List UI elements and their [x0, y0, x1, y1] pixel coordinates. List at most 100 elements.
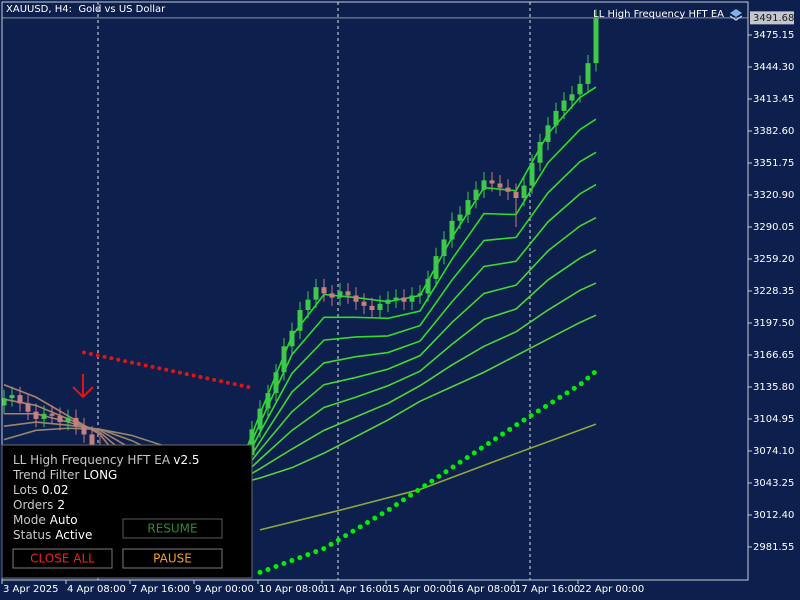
y-tick-label: 3166.65	[753, 350, 794, 361]
plot-area	[2, 2, 748, 580]
candle-body	[257, 408, 263, 430]
button-label[interactable]: PAUSE	[153, 552, 192, 566]
candle-body	[561, 100, 567, 111]
candle-body	[329, 293, 335, 298]
candle-body	[433, 256, 439, 279]
ma-line	[227, 216, 597, 491]
candle-body	[529, 162, 535, 186]
button-label[interactable]: RESUME	[147, 522, 197, 536]
candle-body	[489, 180, 495, 184]
candle-body	[537, 141, 543, 163]
signal-dots	[257, 368, 599, 575]
candle-body	[25, 403, 31, 412]
y-tick-label: 3197.50	[753, 318, 794, 329]
candle-body	[593, 17, 599, 64]
ma-line	[227, 151, 597, 494]
x-tick-label: 4 Apr 08:00	[67, 584, 126, 595]
expert-name: LL High Frequency HFT EA	[593, 9, 724, 20]
candle-body	[2, 398, 7, 406]
x-tick-label: 3 Apr 2025	[3, 584, 58, 595]
row-value: LONG	[83, 468, 117, 482]
candle-body	[441, 239, 447, 257]
candle-body	[9, 395, 15, 399]
plot-border	[1, 1, 749, 581]
candle-body	[369, 305, 375, 311]
row-value: 2	[57, 498, 65, 512]
candle-body	[73, 417, 79, 427]
candle-body	[297, 310, 303, 331]
x-tick-label: 16 Apr 08:00	[451, 584, 516, 595]
candle-body	[401, 297, 407, 302]
candle-body	[345, 291, 351, 296]
ma-line	[227, 249, 597, 491]
candle-body	[473, 189, 479, 201]
candle-body	[513, 191, 519, 199]
trend-dots	[82, 350, 254, 390]
row-value: Active	[55, 528, 92, 542]
button-frame[interactable]	[12, 548, 113, 569]
y-tick-label: 2981.55	[753, 542, 794, 553]
candle-body	[577, 83, 583, 95]
candle-body	[361, 301, 367, 306]
candle-body	[385, 299, 391, 304]
y-tick-label: 3012.40	[753, 510, 794, 521]
candle-body	[17, 395, 23, 404]
panel-version: v2.5	[173, 453, 199, 467]
sell-arrow	[72, 374, 94, 399]
last-price-tag	[750, 11, 794, 25]
candle-body	[65, 417, 71, 423]
candle-body	[553, 110, 559, 126]
candle-body	[569, 94, 575, 101]
button-frame[interactable]	[122, 518, 223, 539]
candle-body	[377, 303, 383, 311]
panel-row: Trend Filter LONG	[12, 468, 117, 482]
candle-body	[33, 411, 39, 419]
y-tick-label: 3104.95	[753, 414, 794, 425]
x-tick-label: 9 Apr 00:00	[195, 584, 254, 595]
y-tick-label: 3413.45	[753, 94, 794, 105]
candle-body	[281, 346, 287, 373]
panel-title-line: LL High Frequency HFT EA v2.5	[13, 453, 200, 467]
candle-body	[321, 287, 327, 294]
pause-button[interactable]: PAUSE	[122, 548, 223, 569]
button-frame[interactable]	[122, 548, 223, 569]
close-all-button[interactable]: CLOSE ALL	[12, 548, 113, 569]
y-tick-label: 3135.80	[753, 382, 794, 393]
candle-body	[449, 220, 455, 240]
candle-body	[505, 187, 511, 192]
last-price-label: 3491.68	[753, 13, 794, 24]
y-tick-label: 3444.30	[753, 62, 794, 73]
row-label: Orders	[13, 498, 53, 512]
ma-line	[227, 282, 597, 489]
panel-row: Mode Auto	[13, 513, 78, 527]
y-tick-label: 3382.60	[753, 126, 794, 137]
y-tick-label: 3351.75	[753, 158, 794, 169]
resume-button[interactable]: RESUME	[122, 518, 223, 539]
candle-body	[417, 293, 423, 296]
candle-body	[289, 330, 295, 347]
control-panel: LL High Frequency HFT EA v2.5 Trend Filte…	[1, 444, 253, 579]
row-label: Mode	[13, 513, 46, 527]
candle-body	[481, 180, 487, 190]
y-tick-label: 3475.15	[753, 30, 794, 41]
candle-body	[313, 287, 319, 300]
candle-body	[497, 183, 503, 188]
x-tick-label: 17 Apr 16:00	[515, 584, 580, 595]
row-label: Trend Filter	[12, 468, 79, 482]
row-label: Lots	[13, 483, 38, 497]
button-label[interactable]: CLOSE ALL	[30, 552, 95, 566]
candle-body	[249, 429, 255, 456]
x-tick-label: 15 Apr 00:00	[387, 584, 452, 595]
candle-body	[585, 63, 591, 84]
row-value: Auto	[50, 513, 78, 527]
candle-body	[273, 372, 279, 393]
panel-row: Lots 0.02	[13, 483, 69, 497]
candle-body	[41, 413, 47, 419]
candle-body	[393, 297, 399, 300]
y-tick-label: 3259.20	[753, 254, 794, 265]
y-tick-label: 3228.35	[753, 286, 794, 297]
slow-ma	[259, 423, 597, 531]
candle-body	[89, 434, 95, 445]
